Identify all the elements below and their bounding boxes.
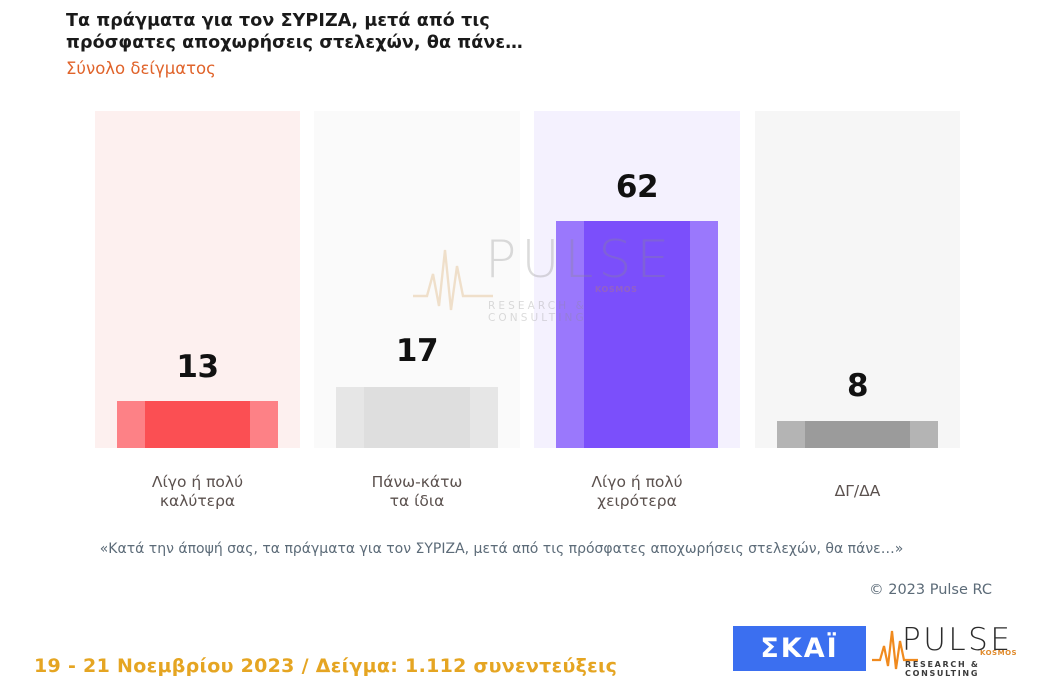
bar-value-label-0: 13 <box>176 349 219 385</box>
bar-slot-0 <box>95 111 300 448</box>
bar-1-edge-left <box>335 387 365 448</box>
chart-panel-0: 13 <box>95 111 300 448</box>
chart-header: Τα πράγματα για τον ΣΥΡΙΖΑ, μετά από τις… <box>66 10 766 80</box>
bar-1[interactable] <box>335 387 499 448</box>
skai-logo-text: ΣΚΑΪ <box>760 633 839 664</box>
pulse-logo-tagline: RESEARCH & CONSULTING <box>905 660 980 678</box>
chart-panel-2: 62 <box>534 111 740 448</box>
waveform-icon <box>872 630 918 670</box>
chart-panel-1: 17 <box>314 111 520 448</box>
pulse-logo-text: PULSE <box>902 622 1013 658</box>
bar-3[interactable] <box>776 421 939 448</box>
chart-panel-3: 8 <box>755 111 960 448</box>
bar-1-edge-right <box>469 387 499 448</box>
pulse-logo: PULSE KOSMOS RESEARCH & CONSULTING <box>872 622 1028 678</box>
chart-subtitle: Σύνολο δείγματος <box>66 59 216 78</box>
bar-slot-1 <box>314 111 520 448</box>
date-and-sample-text: 19 - 21 Νοεμβρίου 2023 / Δείγμα: 1.112 σ… <box>34 655 618 677</box>
bar-2-edge-right <box>689 221 719 448</box>
chart-plot-area: 13 17 62 <box>0 111 1049 448</box>
x-axis-label-0: Λίγο ή πολύ καλύτερα <box>151 473 244 510</box>
bar-3-edge-left <box>776 421 805 448</box>
bar-2[interactable] <box>555 221 719 448</box>
skai-logo: ΣΚΑΪ <box>733 626 866 671</box>
bar-1-core <box>364 387 470 448</box>
x-axis-label-3: ΔΓ/ΔΑ <box>834 482 881 500</box>
bar-value-label-2: 62 <box>615 169 659 205</box>
bar-3-edge-right <box>910 421 939 448</box>
bar-0-edge-right <box>250 401 279 448</box>
bar-2-edge-left <box>555 221 585 448</box>
x-axis-labels: Λίγο ή πολύ καλύτερα Πάνω-κάτω τα ίδια Λ… <box>0 465 1049 520</box>
page-title: Τα πράγματα για τον ΣΥΡΙΖΑ, μετά από τις… <box>66 11 523 53</box>
bar-0[interactable] <box>116 401 279 448</box>
pulse-logo-kosmos: KOSMOS <box>980 649 1018 657</box>
bar-0-edge-left <box>116 401 145 448</box>
question-footnote: «Κατά την άποψή σας, τα πράγματα για τον… <box>99 541 904 557</box>
bar-slot-3 <box>755 111 960 448</box>
bar-value-label-3: 8 <box>846 368 869 404</box>
bar-2-core <box>584 221 690 448</box>
x-axis-label-2: Λίγο ή πολύ χειρότερα <box>591 473 683 510</box>
bar-slot-2 <box>534 111 740 448</box>
bar-0-core <box>144 401 251 448</box>
x-axis-label-1: Πάνω-κάτω τα ίδια <box>371 473 463 510</box>
bar-3-core <box>804 421 911 448</box>
copyright-text: © 2023 Pulse RC <box>869 582 992 598</box>
bar-value-label-1: 17 <box>395 333 439 369</box>
